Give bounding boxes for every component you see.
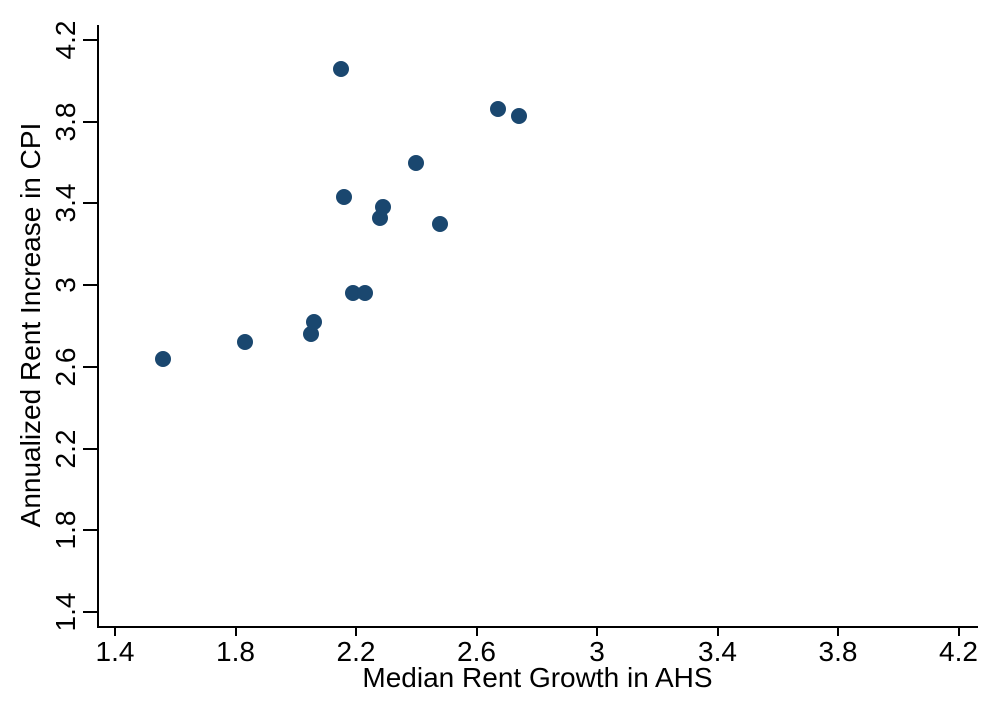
data-point bbox=[408, 154, 425, 171]
x-tick-label: 3 bbox=[589, 636, 605, 667]
x-tick-mark bbox=[957, 628, 960, 636]
y-tick-mark bbox=[83, 447, 97, 450]
data-point bbox=[489, 101, 506, 118]
x-tick-mark bbox=[716, 628, 719, 636]
y-tick-mark bbox=[83, 284, 97, 287]
x-tick-label: 1.4 bbox=[95, 636, 135, 667]
x-tick-label: 2.2 bbox=[336, 636, 376, 667]
x-tick-label: 3.8 bbox=[818, 636, 858, 667]
x-tick-mark bbox=[596, 628, 598, 636]
data-point bbox=[302, 326, 319, 343]
y-axis-line bbox=[97, 25, 99, 628]
y-tick-label: 2.2 bbox=[50, 429, 81, 469]
y-tick-mark bbox=[83, 611, 97, 613]
y-tick-label: 3 bbox=[50, 277, 81, 293]
x-tick-mark bbox=[837, 628, 839, 636]
y-tick-mark bbox=[83, 120, 97, 123]
x-tick-mark bbox=[355, 628, 357, 636]
data-point bbox=[432, 215, 449, 232]
data-point bbox=[510, 107, 527, 124]
x-axis-title: Median Rent Growth in AHS bbox=[362, 662, 713, 693]
data-point bbox=[344, 285, 361, 302]
y-tick-mark bbox=[83, 365, 97, 368]
y-tick-label: 3.8 bbox=[50, 102, 81, 142]
y-axis-title: Annualized Rent Increase in CPI bbox=[15, 122, 46, 528]
x-tick-mark bbox=[475, 628, 478, 636]
x-tick-label: 2.6 bbox=[457, 636, 496, 667]
data-point bbox=[305, 313, 322, 330]
y-tick-label: 1.4 bbox=[50, 592, 81, 632]
x-tick-label: 1.8 bbox=[216, 636, 255, 667]
x-tick-mark bbox=[234, 628, 237, 636]
x-axis-line bbox=[97, 626, 978, 628]
x-tick-label: 3.4 bbox=[698, 636, 737, 667]
data-point bbox=[357, 285, 374, 302]
data-point bbox=[375, 199, 392, 216]
y-tick-label: 3.4 bbox=[50, 183, 81, 223]
data-point bbox=[155, 350, 172, 367]
y-tick-label: 2.6 bbox=[50, 347, 81, 387]
y-tick-label: 4.2 bbox=[50, 20, 81, 60]
y-tick-mark bbox=[83, 202, 97, 205]
data-point bbox=[332, 60, 349, 77]
data-point bbox=[335, 189, 352, 206]
y-tick-label: 1.8 bbox=[50, 510, 81, 550]
x-tick-label: 4.2 bbox=[939, 636, 978, 667]
y-tick-mark bbox=[83, 529, 97, 532]
data-point bbox=[236, 334, 253, 351]
y-tick-mark bbox=[83, 38, 97, 41]
x-tick-mark bbox=[114, 628, 116, 636]
